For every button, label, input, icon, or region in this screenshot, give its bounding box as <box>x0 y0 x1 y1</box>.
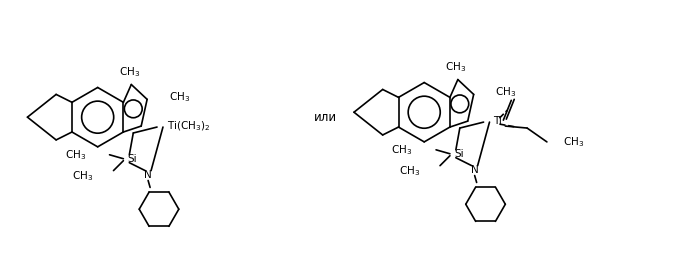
Text: Ti(CH$_3$)$_2$: Ti(CH$_3$)$_2$ <box>167 119 210 133</box>
Text: CH$_3$: CH$_3$ <box>169 90 190 104</box>
Text: или: или <box>314 111 337 124</box>
Text: CH$_3$: CH$_3$ <box>119 65 140 78</box>
Text: CH$_3$: CH$_3$ <box>496 86 517 99</box>
Text: N: N <box>471 165 479 175</box>
Text: CH$_3$: CH$_3$ <box>391 143 412 157</box>
Text: CH$_3$: CH$_3$ <box>445 60 466 74</box>
Text: Ti: Ti <box>494 116 503 126</box>
Text: Si: Si <box>454 149 463 159</box>
Text: N: N <box>144 170 152 180</box>
Text: CH$_3$: CH$_3$ <box>399 165 420 179</box>
Text: CH$_3$: CH$_3$ <box>64 148 86 162</box>
Text: Si: Si <box>127 154 137 164</box>
Text: CH$_3$: CH$_3$ <box>73 170 94 183</box>
Text: CH$_3$: CH$_3$ <box>563 135 584 149</box>
